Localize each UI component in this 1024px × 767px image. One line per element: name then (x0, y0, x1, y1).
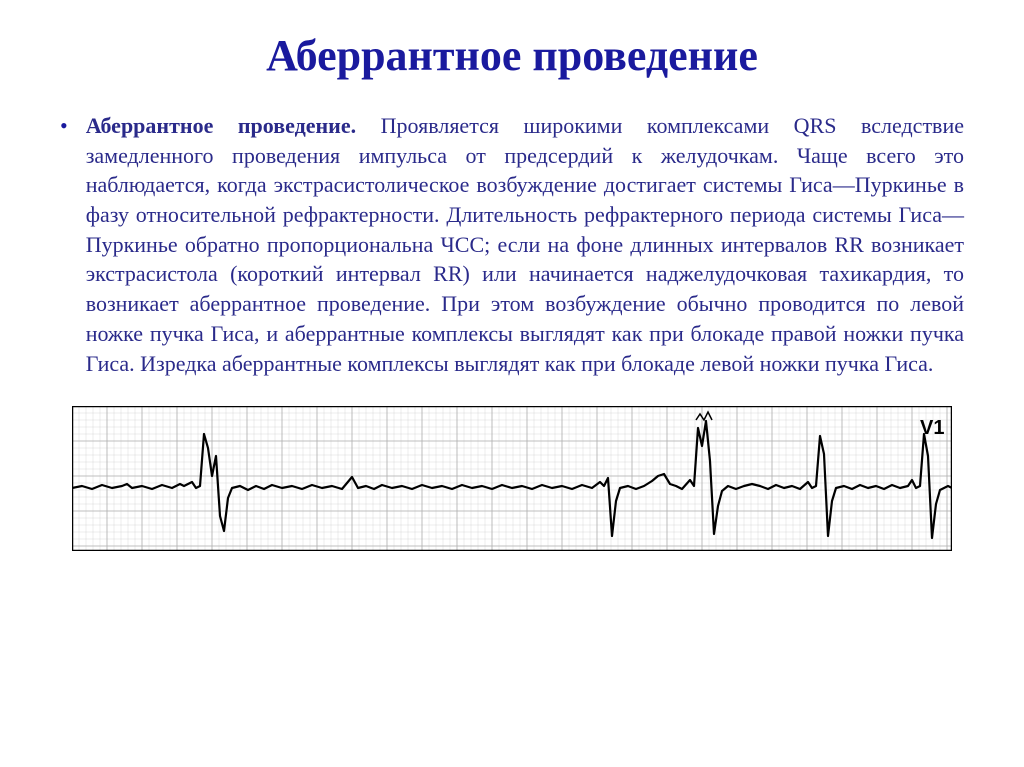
svg-text:V1: V1 (920, 417, 944, 439)
lead-phrase: Аберрантное проведение. (86, 113, 356, 138)
ecg-strip: V1 (72, 406, 952, 551)
body-text-span: Проявляется широкими комплексами QRS всл… (86, 113, 964, 376)
ecg-svg: V1 (72, 406, 952, 551)
body-paragraph: Аберрантное проведение. Проявляется широ… (86, 111, 964, 378)
bullet-icon: • (60, 115, 68, 137)
page-title: Аберрантное проведение (60, 30, 964, 81)
content-block: • Аберрантное проведение. Проявляется ши… (60, 111, 964, 378)
